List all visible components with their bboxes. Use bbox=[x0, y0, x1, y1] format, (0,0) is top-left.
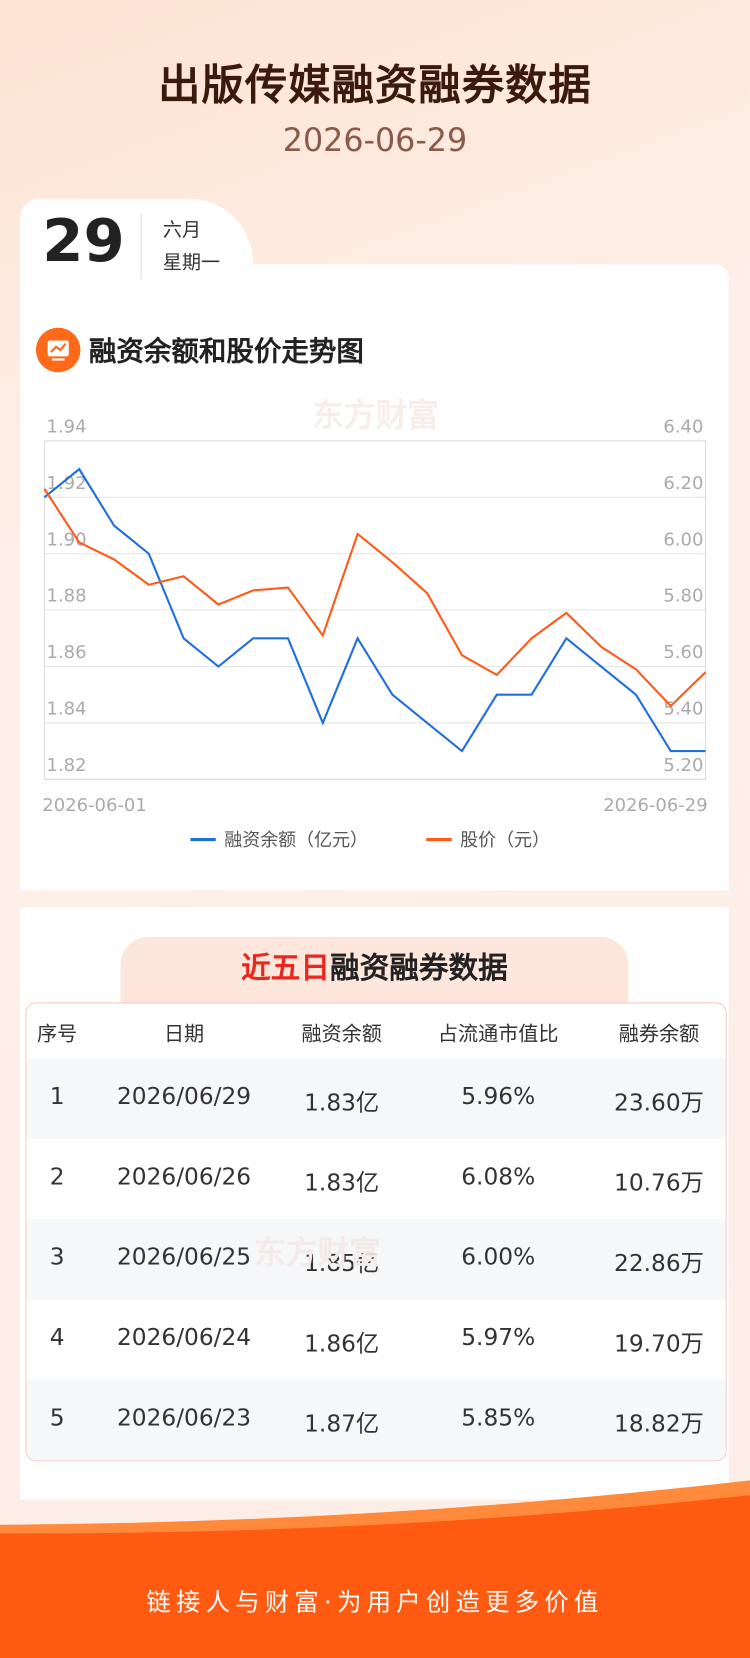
chart-icon bbox=[35, 327, 81, 373]
table-cell: 23.60万 bbox=[614, 1090, 704, 1117]
table-cell: 6.00% bbox=[461, 1244, 536, 1271]
y-tick-label: 1.94 bbox=[47, 416, 87, 437]
y-tick-label: 1.86 bbox=[47, 642, 87, 663]
watermark: 东方财富 bbox=[312, 397, 439, 434]
legend-label: 股价（元） bbox=[460, 830, 550, 851]
table-cell: 1 bbox=[49, 1083, 65, 1111]
watermark: 东方财富 bbox=[253, 1235, 381, 1273]
table-cell: 2026/06/24 bbox=[116, 1324, 252, 1352]
table-cell: 2026/06/26 bbox=[116, 1164, 252, 1191]
table-cell: 6.08% bbox=[461, 1164, 536, 1191]
table-cell: 1.86亿 bbox=[304, 1331, 380, 1358]
table-row bbox=[26, 1138, 726, 1220]
y2-tick-label: 6.40 bbox=[663, 416, 703, 437]
line-series bbox=[43, 467, 706, 753]
weekday: 星期一 bbox=[162, 251, 221, 274]
y2-tick-label: 5.80 bbox=[663, 586, 703, 607]
table-cell: 5.97% bbox=[461, 1324, 536, 1352]
plot-frame bbox=[43, 440, 707, 780]
slogan: 链接人与财富·为用户创造更多价值 bbox=[146, 1589, 604, 1617]
table-cell: 19.70万 bbox=[614, 1331, 704, 1358]
table-cell: 10.76万 bbox=[614, 1170, 704, 1197]
y-tick-label: 1.90 bbox=[47, 529, 87, 550]
table-cell: 1.85亿 bbox=[304, 1250, 380, 1278]
table-cell: 1.87亿 bbox=[304, 1411, 380, 1439]
table-row bbox=[26, 1379, 726, 1461]
footer bbox=[0, 1480, 750, 1658]
table-cell: 1.83亿 bbox=[304, 1090, 380, 1117]
month: 六月 bbox=[162, 218, 201, 242]
column-header: 融券余额 bbox=[618, 1022, 700, 1046]
y2-tick-label: 6.00 bbox=[663, 529, 703, 550]
line-series bbox=[43, 488, 707, 708]
table-row bbox=[26, 1219, 726, 1300]
column-header: 融资余额 bbox=[301, 1022, 382, 1046]
page-date: 2026-06-29 bbox=[282, 122, 468, 160]
table-cell: 1.83亿 bbox=[304, 1170, 380, 1197]
page-title: 出版传媒融资融券数据 bbox=[158, 61, 592, 110]
table-title-rest: 融资融券数据 bbox=[330, 950, 508, 986]
table-cell: 3 bbox=[49, 1244, 65, 1271]
y-tick-label: 1.88 bbox=[47, 586, 87, 607]
table-cell: 4 bbox=[49, 1324, 65, 1352]
table-cell: 18.82万 bbox=[614, 1411, 704, 1439]
y-tick-label: 1.82 bbox=[47, 755, 87, 776]
y2-tick-label: 5.40 bbox=[663, 698, 703, 719]
table-cell: 5 bbox=[49, 1405, 65, 1432]
table-cell: 2 bbox=[49, 1164, 65, 1191]
table-cell: 5.85% bbox=[461, 1405, 536, 1432]
date-tab bbox=[20, 198, 253, 294]
y2-tick-label: 5.60 bbox=[663, 642, 703, 663]
x-tick-label: 2026-06-29 bbox=[603, 795, 707, 816]
table: 序号 日期 融资余额 占流通市值比 融券余额 1 2026/06/29 1.83亿 5.96% 2… bbox=[25, 1002, 727, 1462]
column-header: 日期 bbox=[163, 1022, 205, 1046]
table-title-highlight: 近五日 bbox=[241, 950, 331, 986]
table-title: 近五日融资融券数据 bbox=[120, 936, 629, 1005]
column-header: 占流通市值比 bbox=[437, 1022, 559, 1046]
chart: 东方财富1.941.921.901.881.861.841.826.406.20… bbox=[42, 397, 707, 851]
day: 29 bbox=[42, 207, 125, 276]
table-cell: 22.86万 bbox=[614, 1250, 704, 1278]
x-tick-label: 2026-06-01 bbox=[42, 795, 146, 816]
table-cell: 2026/06/29 bbox=[116, 1083, 252, 1111]
y2-tick-label: 6.20 bbox=[663, 473, 703, 494]
table-row bbox=[26, 1058, 726, 1139]
column-header: 序号 bbox=[37, 1022, 78, 1046]
table-row bbox=[26, 1299, 726, 1380]
table-cell: 2026/06/25 bbox=[116, 1244, 252, 1271]
chart-title: 融资余额和股价走势图 bbox=[88, 336, 364, 368]
y2-tick-label: 5.20 bbox=[663, 755, 703, 776]
table-cell: 2026/06/23 bbox=[116, 1405, 252, 1432]
divider bbox=[140, 213, 142, 280]
y-tick-label: 1.84 bbox=[47, 698, 87, 719]
table-cell: 5.96% bbox=[461, 1083, 536, 1111]
legend-label: 融资余额（亿元） bbox=[224, 830, 368, 851]
